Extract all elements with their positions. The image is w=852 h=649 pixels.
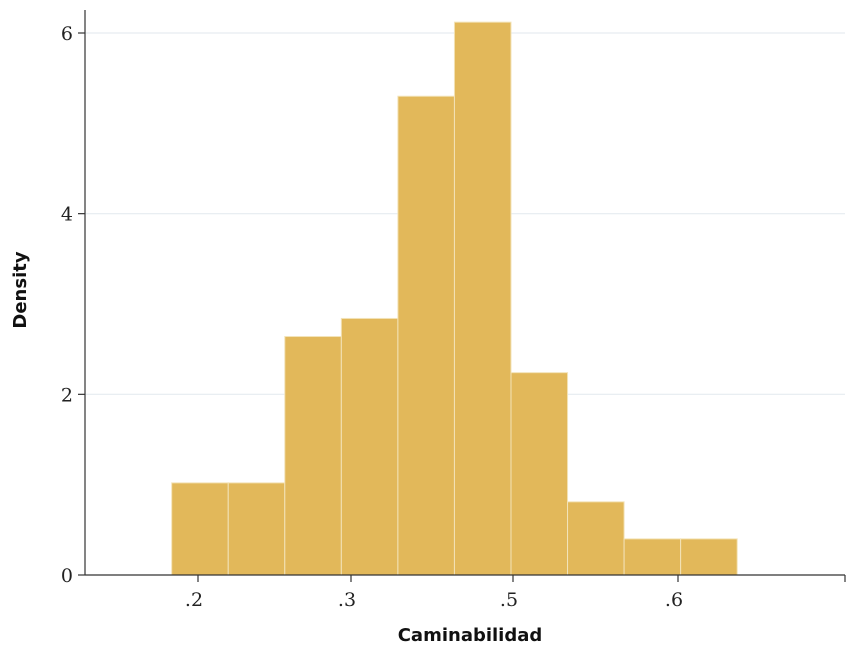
histogram-bar [284,336,342,576]
histogram-bar [453,21,512,576]
histogram-bar [680,538,738,576]
x-tick-label: .3 [338,589,356,611]
histogram-bar [171,482,229,576]
histogram-bar [623,538,682,576]
axis-ticks: 0 2 4 6 .2 .3 .5 .6 [61,23,846,611]
y-tick-label: 2 [61,384,73,406]
y-tick-label: 6 [61,23,73,45]
y-tick-label: 4 [61,204,73,226]
x-tick-label: .2 [185,589,203,611]
x-axis-title: Caminabilidad [398,625,543,646]
histogram-bar [510,372,569,576]
axes [84,10,845,576]
histogram-bar [567,501,625,576]
histogram-bar [340,317,399,576]
histogram-bar [397,95,455,576]
y-axis-title: Density [10,251,31,328]
y-tick-label: 0 [61,565,73,587]
histogram-bars [171,21,738,576]
histogram-bar [227,482,286,576]
x-tick-label: .6 [665,589,683,611]
x-tick-label: .5 [500,589,518,611]
